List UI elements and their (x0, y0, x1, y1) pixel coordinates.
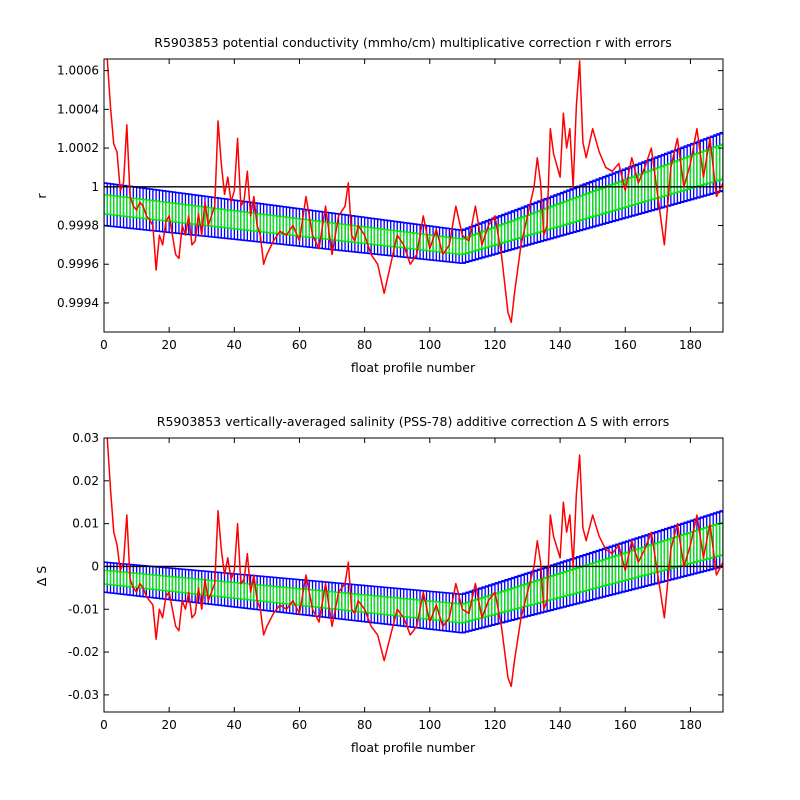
x-axis-label-conductivity: float profile number (351, 360, 476, 375)
chart-title-conductivity: R5903853 potential conductivity (mmho/cm… (154, 35, 671, 50)
data-series-conductivity (106, 59, 723, 324)
y-tick-label: 0.01 (72, 517, 99, 531)
chart-title-salinity: R5903853 vertically-averaged salinity (P… (157, 414, 669, 429)
y-tick-label: 1.0004 (57, 102, 99, 116)
x-axis-label-salinity: float profile number (351, 740, 476, 755)
y-tick-label: 0 (91, 559, 99, 573)
x-tick-label: 160 (614, 718, 637, 732)
x-tick-label: 160 (614, 338, 637, 352)
plot-clip-conductivity (104, 59, 723, 324)
x-tick-label: 80 (357, 338, 372, 352)
x-tick-label: 120 (483, 338, 506, 352)
axes-frame-conductivity (103, 58, 724, 333)
y-tick-label: 1.0006 (57, 64, 99, 78)
data-series-salinity (106, 438, 723, 688)
y-tick-label: -0.02 (68, 645, 99, 659)
x-tick-label: 100 (418, 338, 441, 352)
y-tick-label: 0.9994 (57, 296, 99, 310)
x-tick-label: 120 (483, 718, 506, 732)
axes-frame-salinity (103, 437, 724, 713)
y-axis-label-salinity: Δ S (34, 566, 49, 587)
x-tick-label: 20 (162, 718, 177, 732)
x-tick-label: 40 (227, 338, 242, 352)
y-tick-label: 0.02 (72, 474, 99, 488)
plot-clip-salinity (104, 438, 723, 688)
error-bars-conductivity (104, 131, 723, 264)
y-tick-label: 0.9996 (57, 257, 99, 271)
x-tick-label: 40 (227, 718, 242, 732)
x-tick-label: 140 (549, 718, 572, 732)
x-tick-label: 180 (679, 338, 702, 352)
plot-area-conductivity: 0 20 40 60 80 100 120 140 160 180 0.9994 0.9996 0.99… (57, 58, 724, 352)
y-tick-label: 1 (91, 180, 99, 194)
x-tick-label: 60 (292, 718, 307, 732)
y-tick-label: -0.03 (68, 688, 99, 702)
y-axis-label-conductivity: r (34, 193, 49, 199)
x-tick-label: 180 (679, 718, 702, 732)
plot-area-salinity: 0 20 40 60 80 100 120 140 160 180 -0.03 -0.02 -0.01 0… (68, 431, 724, 732)
y-tick-label: 0.9998 (57, 219, 99, 233)
x-tick-label: 140 (549, 338, 572, 352)
y-tick-label: -0.01 (68, 602, 99, 616)
x-tick-label: 0 (100, 338, 108, 352)
x-tick-label: 80 (357, 718, 372, 732)
salinity-correction-chart: R5903853 vertically-averaged salinity (P… (34, 414, 724, 755)
y-tick-label: 1.0002 (57, 141, 99, 155)
x-tick-label: 20 (162, 338, 177, 352)
x-tick-label: 0 (100, 718, 108, 732)
x-tick-label: 100 (418, 718, 441, 732)
x-tick-label: 60 (292, 338, 307, 352)
y-tick-label: 0.03 (72, 431, 99, 445)
conductivity-correction-chart: R5903853 potential conductivity (mmho/cm… (34, 35, 724, 375)
